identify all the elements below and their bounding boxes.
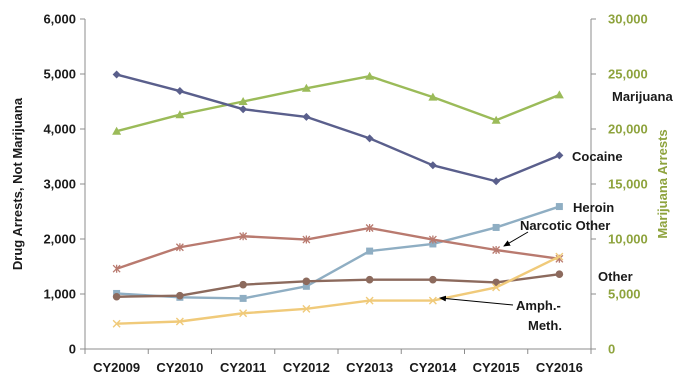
star-marker [365, 224, 374, 232]
square-marker [555, 203, 563, 211]
series-line [116, 255, 560, 325]
left-tick-label: 6,000 [43, 12, 76, 27]
right-tick-label: 15,000 [608, 177, 648, 192]
diamond-marker [239, 105, 248, 114]
left-tick-label: 5,000 [43, 67, 76, 82]
x-tick-label: CY2015 [473, 360, 520, 375]
diamond-marker [555, 151, 564, 160]
x-marker [428, 296, 437, 305]
x-marker [302, 304, 311, 313]
x-marker [239, 309, 248, 318]
diamond-marker [112, 70, 121, 79]
chart-series [112, 70, 564, 328]
square-marker [429, 240, 437, 248]
narcotic-other-arrow [503, 231, 529, 247]
series-label: Cocaine [572, 149, 623, 164]
x-tick-label: CY2011 [220, 360, 266, 375]
star-marker [302, 235, 311, 244]
right-tick-label: 5,000 [608, 287, 641, 302]
series-label: Other [598, 269, 633, 284]
star-marker [112, 264, 121, 273]
series-other [112, 270, 564, 301]
x-marker [175, 317, 184, 326]
y2-axis-title: Marijuana Arrests [655, 129, 670, 238]
series-amph-meth [112, 252, 564, 328]
chart-labels: Marijuana Cocaine Heroin Narcotic Other Othe… [439, 89, 673, 333]
square-marker [366, 247, 374, 255]
series-marijuana [112, 71, 564, 135]
star-marker [175, 243, 184, 252]
diamond-marker [175, 87, 184, 96]
circle-marker [239, 280, 247, 289]
circle-marker [112, 292, 121, 301]
amph-meth-arrow [439, 295, 514, 306]
triangle-marker [112, 126, 122, 135]
circle-marker [492, 278, 500, 287]
series-label: Marijuana [612, 89, 673, 104]
series-line [116, 73, 560, 183]
x-tick-label: CY2009 [93, 360, 140, 375]
series-label-line: Meth. [528, 318, 562, 333]
series-label-amph-meth: Amph.- Meth. [516, 298, 562, 333]
series-line [116, 226, 560, 270]
triangle-marker [238, 97, 248, 105]
triangle-marker [301, 83, 311, 92]
series-line [116, 205, 560, 300]
x-marker [555, 252, 564, 261]
x-marker [365, 296, 374, 305]
circle-marker [429, 275, 437, 284]
left-tick-label: 0 [69, 342, 76, 357]
series-narcotic-other [112, 224, 564, 273]
circle-marker [555, 270, 564, 279]
triangle-marker [365, 71, 375, 80]
left-tick-label: 4,000 [43, 122, 76, 137]
diamond-marker [365, 134, 374, 143]
x-marker [492, 283, 501, 292]
right-tick-label: 10,000 [608, 232, 648, 247]
circle-marker [176, 291, 184, 300]
star-marker [428, 235, 437, 244]
x-tick-label: CY2012 [283, 360, 330, 375]
x-tick-label: CY2016 [536, 360, 583, 375]
diamond-marker [492, 177, 501, 186]
x-tick-label: CY2014 [409, 360, 457, 375]
left-tick-label: 1,000 [43, 287, 76, 302]
star-marker [239, 232, 248, 241]
series-line [116, 273, 560, 298]
star-marker [492, 246, 501, 254]
right-tick-label: 20,000 [608, 122, 648, 137]
series-cocaine [112, 70, 564, 186]
right-tick-label: 25,000 [608, 67, 648, 82]
diamond-marker [428, 161, 437, 170]
right-tick-label: 0 [608, 342, 615, 357]
right-tick-label: 30,000 [608, 12, 648, 27]
y-axis-title: Drug Arrests, Not Marijuana [10, 97, 25, 270]
series-label: Narcotic Other [520, 218, 610, 233]
circle-marker [365, 275, 374, 284]
series-label: Heroin [573, 200, 614, 215]
left-tick-label: 3,000 [43, 177, 76, 192]
square-marker [492, 223, 500, 231]
triangle-marker [428, 92, 438, 101]
series-label-line: Amph.- [516, 298, 561, 313]
diamond-marker [302, 112, 311, 121]
triangle-marker [491, 115, 501, 124]
x-marker [112, 319, 121, 328]
series-line [116, 74, 560, 133]
square-marker [302, 282, 310, 290]
chart-axes: 0 1,000 2,000 3,000 4,000 5,000 6,000 0 5,000 10,… [10, 12, 670, 376]
x-tick-label: CY2013 [346, 360, 393, 375]
triangle-marker [554, 90, 564, 99]
left-tick-label: 2,000 [43, 232, 76, 247]
square-marker [239, 294, 247, 302]
circle-marker [302, 277, 311, 286]
triangle-marker [175, 110, 185, 119]
x-tick-label: CY2010 [156, 360, 203, 375]
